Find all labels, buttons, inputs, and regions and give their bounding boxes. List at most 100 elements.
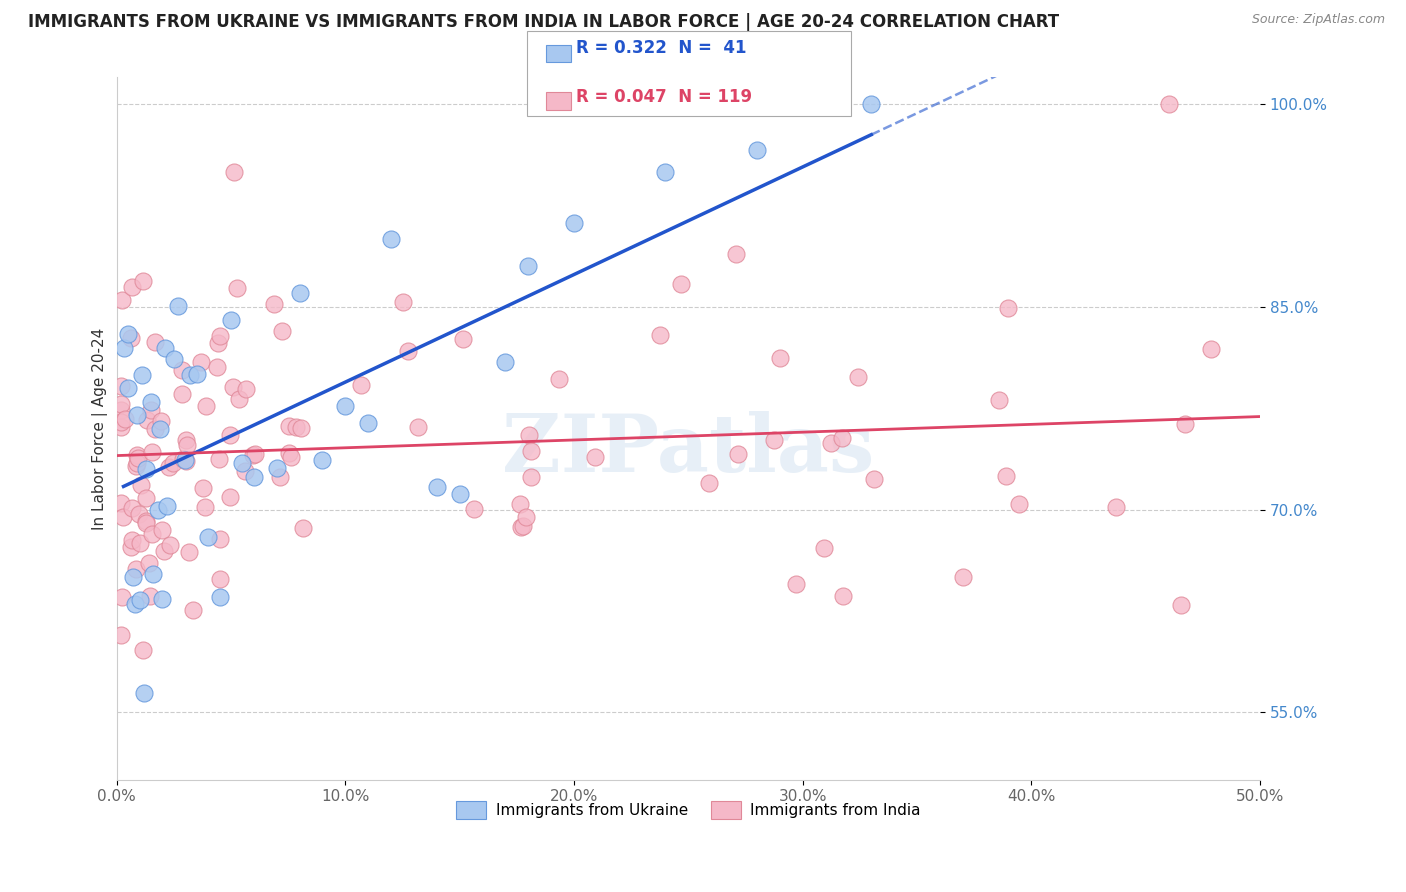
Point [114,412,136,426]
Point [121,280,143,294]
Point [127,450,149,465]
Point [110,397,132,411]
Point [727,446,749,460]
Point [408,419,430,434]
Text: ZIPatlas: ZIPatlas [502,410,875,489]
Point [128,507,150,521]
Point [138,556,160,570]
Point [117,326,139,341]
Point [139,394,162,409]
Point [194,500,217,514]
Point [110,415,132,429]
Point [335,400,357,414]
Text: R = 0.047  N = 119: R = 0.047 N = 119 [576,88,752,106]
Point [396,343,419,358]
Point [832,589,855,603]
Point [186,367,208,381]
Point [820,436,842,450]
Point [648,328,671,343]
Point [110,496,132,510]
Text: R = 0.322  N =  41: R = 0.322 N = 41 [576,39,747,57]
Point [725,247,748,261]
Point [846,370,869,384]
Point [671,277,693,291]
Point [194,399,217,413]
Point [132,274,155,288]
Point [1008,498,1031,512]
Point [141,402,163,417]
Point [228,392,250,406]
Point [124,562,146,576]
Point [277,419,299,434]
Point [699,475,721,490]
Point [127,408,149,422]
Point [269,470,291,484]
Point [152,544,174,558]
Point [110,628,132,642]
Point [205,360,228,375]
Point [152,591,174,606]
Point [172,451,194,466]
Point [121,570,143,584]
Point [135,516,157,530]
Point [131,477,153,491]
Point [190,355,212,369]
Point [509,497,531,511]
Point [172,363,194,377]
Point [222,165,245,179]
Point [167,300,190,314]
Point [392,295,415,310]
Point [548,371,571,385]
Point [170,387,193,401]
Point [132,686,155,700]
Point [494,355,516,369]
Point [209,329,232,343]
Point [131,368,153,382]
Point [176,437,198,451]
Point [785,577,807,591]
Point [562,216,585,230]
Point [583,450,606,464]
Point [285,419,308,434]
Point [813,541,835,556]
Point [769,351,792,366]
Point [112,509,135,524]
Point [243,470,266,484]
Point [463,502,485,516]
Point [209,533,232,547]
Point [520,470,543,484]
Point [519,428,541,442]
Point [117,381,139,395]
Point [150,414,173,428]
Point [159,537,181,551]
Point [120,540,142,554]
Point [517,260,540,274]
Point [146,502,169,516]
Point [654,165,676,179]
Point [350,378,373,392]
Point [174,452,197,467]
Point [997,301,1019,315]
Point [831,431,853,445]
Point [219,428,242,442]
Point [311,453,333,467]
Point [221,380,243,394]
Point [110,420,132,434]
Y-axis label: In Labor Force | Age 20-24: In Labor Force | Age 20-24 [93,327,108,530]
Point [141,527,163,541]
Point [132,642,155,657]
Point [174,433,197,447]
Point [128,593,150,607]
Point [987,392,1010,407]
Point [135,491,157,505]
Point [121,501,143,516]
Point [110,378,132,392]
Point [135,514,157,528]
Point [745,143,768,157]
Text: IMMIGRANTS FROM UKRAINE VS IMMIGRANTS FROM INDIA IN LABOR FORCE | AGE 20-24 CORR: IMMIGRANTS FROM UKRAINE VS IMMIGRANTS FR… [28,13,1059,31]
Point [357,417,380,431]
Point [288,286,311,301]
Point [139,589,162,603]
Point [174,454,197,468]
Point [112,341,135,355]
